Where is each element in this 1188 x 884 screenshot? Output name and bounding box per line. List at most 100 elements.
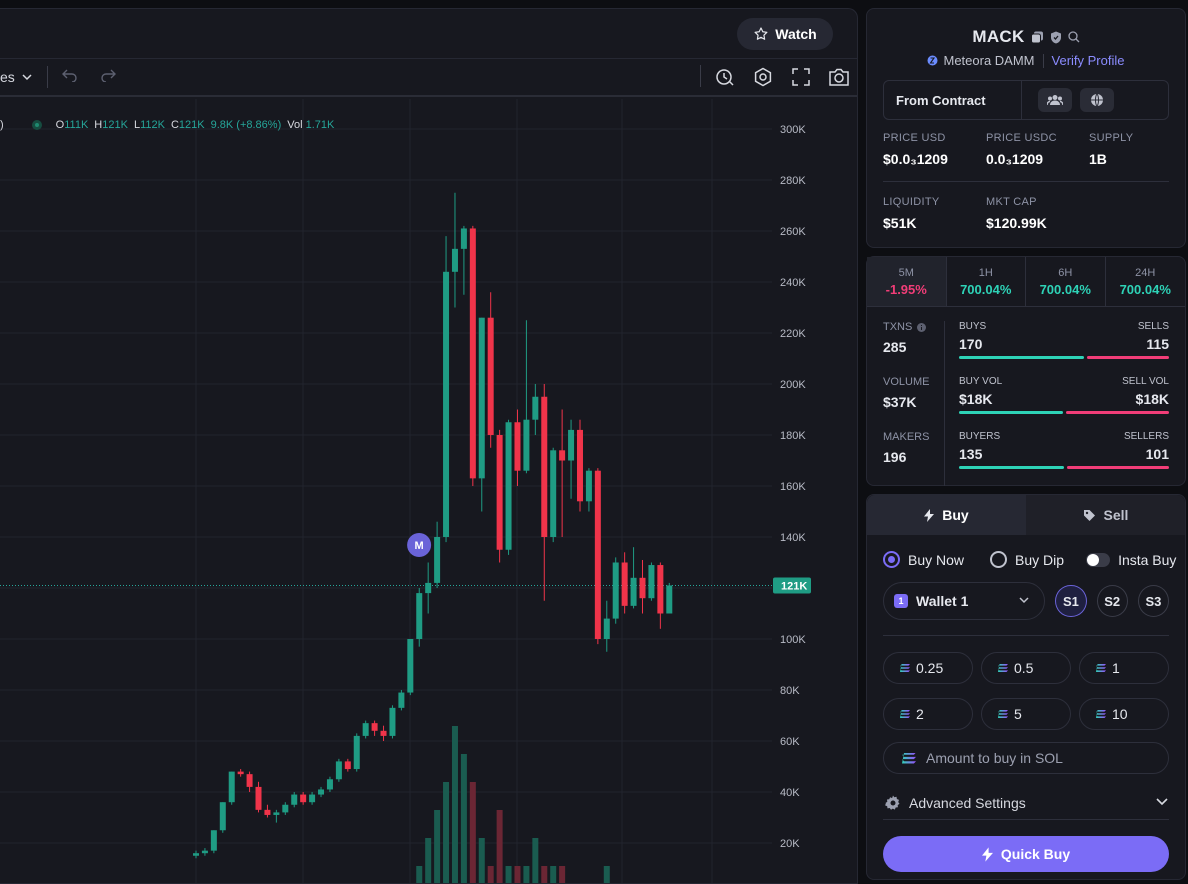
price-usdc-value: 0.0₃1209 [986,151,1044,167]
timeframe-change: 700.04% [960,281,1012,297]
candle-body [380,730,387,736]
candle-body [273,812,280,815]
candle-body [603,618,610,639]
undo-icon[interactable] [61,68,78,87]
tab-5m[interactable]: 5M -1.95% [867,257,947,306]
amount-value: 5 [1014,706,1022,722]
sol-icon [900,710,910,718]
watch-button[interactable]: Watch [737,18,833,50]
sell-vol-value: $18K [1135,391,1169,407]
transaction-stats-card: 5M -1.95% 1H 700.04% 6H 700.04% 24H 700.04% … [866,256,1186,486]
mktcap-value: $120.99K [986,215,1047,231]
candle-body [559,450,566,461]
camera-icon[interactable] [827,65,851,89]
buy-now-radio[interactable] [883,551,900,568]
interval-selector[interactable]: es [0,69,33,85]
chevron-down-icon [1155,794,1169,811]
y-tick-label: 300K [780,124,806,136]
candle-body [201,850,208,854]
price-usdc-label: PRICE USDC [986,132,1057,144]
settings-icon[interactable] [751,65,775,89]
sells-value: 115 [1146,336,1169,352]
buy-dip-radio[interactable] [990,551,1008,568]
volume-bar [487,866,494,883]
insta-buy-label[interactable]: Insta Buy [1118,551,1177,568]
price-usd-value: $0.0₃1209 [883,151,948,167]
slot-s3-button[interactable]: S3 [1137,585,1169,617]
watch-label: Watch [775,26,817,42]
candle-body [291,794,298,805]
amount-preset-button[interactable]: 2 [883,698,973,730]
buy-vol-value: $18K [959,391,993,407]
tab-24h[interactable]: 24H 700.04% [1106,257,1186,306]
volume-bar [469,782,476,883]
y-tick-label: 240K [780,277,806,289]
contract-row: From Contract [883,80,1169,120]
timeframe-label: 1H [978,266,993,279]
slot-s2-button[interactable]: S2 [1096,585,1128,617]
platform-link[interactable]: Meteora DAMM [927,53,1035,68]
candle-body [460,228,467,249]
copy-icon[interactable] [1030,31,1044,44]
globe-icon[interactable] [1080,88,1114,112]
supply-value: 1B [1089,151,1107,167]
amount-preset-button[interactable]: 0.25 [883,652,973,684]
shield-icon[interactable] [1050,31,1062,44]
y-tick-label: 60K [780,736,800,748]
custom-amount-input[interactable]: Amount to buy in SOL [883,742,1169,774]
volume-bar [523,866,530,883]
timeframe-label: 6H [1058,266,1073,279]
slot-s1-button[interactable]: S1 [1055,585,1087,617]
candle-body [264,809,271,815]
volume-label: Vol [287,119,303,131]
tab-buy[interactable]: Buy [867,495,1026,535]
tab-1h[interactable]: 1H 700.04% [947,257,1026,306]
wallet-select[interactable]: 1 Wallet 1 [883,582,1046,620]
fullscreen-icon[interactable] [789,65,813,89]
tab-sell[interactable]: Sell [1026,495,1185,535]
visibility-dot-icon[interactable] [31,120,42,130]
buyers-sellers-bar [959,466,1169,469]
community-icon[interactable] [1038,88,1072,112]
volume-bar [425,838,432,883]
search-icon[interactable] [1067,31,1080,43]
amount-preset-button[interactable]: 5 [981,698,1071,730]
volume-bar [496,810,503,883]
buy-now-label[interactable]: Buy Now [908,551,965,568]
verify-profile-link[interactable]: Verify Profile [1051,53,1125,68]
from-contract-label[interactable]: From Contract [884,81,1022,119]
low-label: L [133,119,141,131]
price-chart[interactable]: 300K280K260K240K220K200K180K160K140K120K… [0,99,858,884]
tab-6h[interactable]: 6H 700.04% [1026,257,1106,306]
redo-icon[interactable] [100,68,116,87]
insta-buy-toggle[interactable] [1086,552,1111,567]
candle-body [639,577,646,599]
candlestick-chart[interactable]: 300K280K260K240K220K200K180K160K140K120K… [0,99,858,884]
amount-preset-button[interactable]: 1 [1079,652,1169,684]
amount-presets: 0.25 0.5 1 2 5 10 [883,652,1185,730]
txns-value: 285 [883,339,907,355]
buy-dip-label[interactable]: Buy Dip [1015,551,1065,568]
candle-body [219,802,226,831]
candle-body [362,723,369,736]
buys-sells-bar [959,356,1169,359]
info-icon[interactable] [917,322,927,332]
advanced-settings-toggle[interactable]: Advanced Settings [885,794,1169,811]
low-value: 112K [140,119,165,131]
gear-icon [885,795,900,810]
token-subtitle: Meteora DAMM Verify Profile [867,53,1185,68]
sell-tab-label: Sell [1103,507,1129,523]
candle-body [371,723,378,731]
sellers-label: SELLERS [1123,431,1169,442]
tx-stats-body: TXNS 285 VOLUME $37K MAKERS 196 BUYS SELLS … [867,307,1185,486]
token-name: MACK [972,27,1025,46]
candle-body [309,794,316,803]
replay-icon[interactable] [713,65,737,89]
candle-body [425,582,432,594]
amount-preset-button[interactable]: 10 [1079,698,1169,730]
volume-label: VOLUME [883,376,930,388]
quick-buy-button[interactable]: Quick Buy [883,836,1169,872]
star-icon [754,27,768,40]
amount-preset-button[interactable]: 0.5 [981,652,1071,684]
toolbar-divider [46,66,48,88]
